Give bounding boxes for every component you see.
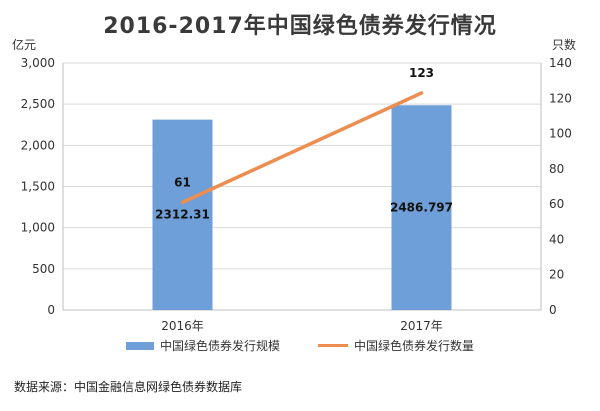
y-left-tick-label: 2,000	[21, 138, 55, 152]
y-right-tick-label: 20	[549, 268, 564, 282]
line-series	[180, 91, 424, 205]
y-right-tick-label: 100	[549, 127, 572, 141]
y-right-tick-label: 140	[549, 56, 572, 70]
legend-item-bar: 中国绿色债券发行规模	[125, 337, 280, 354]
y-left-tick-label: 1,000	[21, 221, 55, 235]
y-left-tick-label: 3,000	[21, 56, 55, 70]
line-data-label: 123	[409, 66, 434, 80]
y-left-tick-label: 2,500	[21, 97, 55, 111]
source-note: 数据来源：中国金融信息网绿色债券数据库	[14, 380, 243, 394]
legend-swatch-line	[318, 344, 348, 347]
y-left-tick-label: 1,500	[21, 180, 55, 194]
legend-item-line: 中国绿色债券发行数量	[318, 337, 474, 354]
y-left-tick-label: 0	[47, 303, 55, 317]
y-left-unit-label: 亿元	[12, 38, 37, 52]
x-tick-label: 2016年	[161, 319, 204, 333]
y-right-tick-label: 40	[549, 232, 564, 246]
bar	[391, 105, 452, 310]
x-tick-label: 2017年	[400, 319, 443, 333]
bar-data-label: 2312.31	[155, 208, 210, 222]
y-right-tick-label: 60	[549, 197, 564, 211]
line-data-label: 61	[174, 175, 191, 189]
bar	[152, 119, 213, 310]
legend-label-line: 中国绿色债券发行数量	[354, 339, 475, 353]
legend-label-bar: 中国绿色债券发行规模	[159, 339, 280, 353]
y-right-tick-label: 80	[549, 162, 564, 176]
legend: 中国绿色债券发行规模 中国绿色债券发行数量	[0, 337, 600, 354]
y-right-tick-label: 0	[549, 303, 557, 317]
legend-swatch-bar	[125, 341, 154, 350]
chart-title: 2016-2017年中国绿色债券发行情况	[103, 14, 497, 39]
y-right-tick-label: 120	[549, 91, 572, 105]
y-left-tick-label: 500	[32, 262, 55, 276]
y-right-unit-label: 只数	[552, 38, 577, 52]
bar-data-label: 2486.797	[390, 201, 453, 215]
